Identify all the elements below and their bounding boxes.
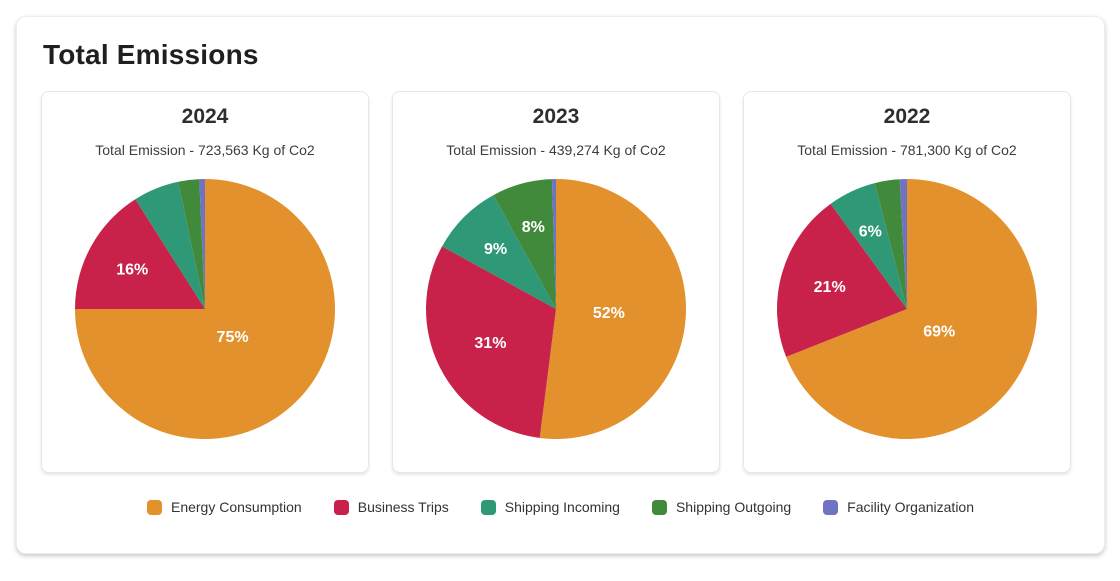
legend-item-facility-organization[interactable]: Facility Organization xyxy=(823,499,974,515)
legend-swatch-energy-consumption xyxy=(146,499,162,515)
legend-swatch-shipping-outgoing xyxy=(651,499,667,515)
pie-slice-percentage-label: 69% xyxy=(923,324,955,341)
pie-slice-facility-organization[interactable] xyxy=(551,179,556,309)
legend-label: Shipping Incoming xyxy=(504,499,620,515)
pie-slice-shipping-incoming[interactable] xyxy=(442,195,556,309)
page-title: Total Emissions xyxy=(43,39,259,70)
pie-slice-shipping-outgoing[interactable] xyxy=(493,179,556,309)
chart-year-title: 2022 xyxy=(883,105,931,128)
chart-card-2022: 2022 Total Emission - 781,300 Kg of Co2 … xyxy=(743,91,1071,473)
chart-legend: Energy Consumption Business Trips Shippi… xyxy=(41,499,1080,515)
pie-slice-percentage-label: 75% xyxy=(217,329,249,346)
pie-slice-business-trips[interactable] xyxy=(426,246,556,438)
chart-year-title: 2023 xyxy=(532,105,580,128)
pie-chart-2022: 69% 21% 6% xyxy=(744,174,1070,444)
pie-slice-facility-organization[interactable] xyxy=(199,179,205,309)
pie-slice-percentage-label: 6% xyxy=(859,224,882,241)
charts-row: 2024 Total Emission - 723,563 Kg of Co2 … xyxy=(41,91,1080,473)
chart-card-2024: 2024 Total Emission - 723,563 Kg of Co2 … xyxy=(41,91,369,473)
pie-slice-shipping-incoming[interactable] xyxy=(135,181,205,309)
legend-swatch-business-trips xyxy=(333,499,349,515)
pie-slice-percentage-label: 21% xyxy=(814,279,846,296)
pie-slice-percentage-label: 8% xyxy=(522,219,545,236)
chart-card-2023: 2023 Total Emission - 439,274 Kg of Co2 … xyxy=(392,91,720,473)
pie-slice-business-trips[interactable] xyxy=(777,203,907,357)
legend-item-energy-consumption[interactable]: Energy Consumption xyxy=(146,499,302,515)
pie-slice-facility-organization[interactable] xyxy=(899,179,907,309)
legend-swatch-shipping-incoming xyxy=(480,499,496,515)
legend-label: Facility Organization xyxy=(847,499,974,515)
pie-slice-business-trips[interactable] xyxy=(75,199,205,309)
pie-slice-percentage-label: 9% xyxy=(484,241,507,258)
pie-slice-shipping-outgoing[interactable] xyxy=(874,179,907,309)
chart-subtitle: Total Emission - 781,300 Kg of Co2 xyxy=(797,142,1017,158)
pie-chart-2024: 75% 16% xyxy=(42,174,368,444)
pie-slice-percentage-label: 52% xyxy=(593,305,625,322)
pie-slice-percentage-label: 31% xyxy=(474,335,506,352)
legend-label: Energy Consumption xyxy=(170,499,302,515)
legend-item-shipping-incoming[interactable]: Shipping Incoming xyxy=(480,499,620,515)
chart-year-title: 2024 xyxy=(181,105,229,128)
legend-label: Business Trips xyxy=(357,499,449,515)
chart-subtitle: Total Emission - 723,563 Kg of Co2 xyxy=(95,142,315,158)
pie-slice-percentage-label: 16% xyxy=(116,262,148,279)
pie-chart-2023: 52% 31% 9% 8% xyxy=(393,174,719,444)
legend-label: Shipping Outgoing xyxy=(675,499,792,515)
legend-item-shipping-outgoing[interactable]: Shipping Outgoing xyxy=(651,499,792,515)
pie-slice-shipping-incoming[interactable] xyxy=(830,183,907,309)
pie-slice-energy-consumption[interactable] xyxy=(539,179,686,439)
total-emissions-panel: Total Emissions 2024 Total Emission - 72… xyxy=(16,16,1105,554)
pie-slice-shipping-outgoing[interactable] xyxy=(178,179,205,309)
pie-slice-energy-consumption[interactable] xyxy=(786,179,1037,439)
legend-item-business-trips[interactable]: Business Trips xyxy=(333,499,449,515)
legend-swatch-facility-organization xyxy=(823,499,839,515)
chart-subtitle: Total Emission - 439,274 Kg of Co2 xyxy=(446,142,666,158)
